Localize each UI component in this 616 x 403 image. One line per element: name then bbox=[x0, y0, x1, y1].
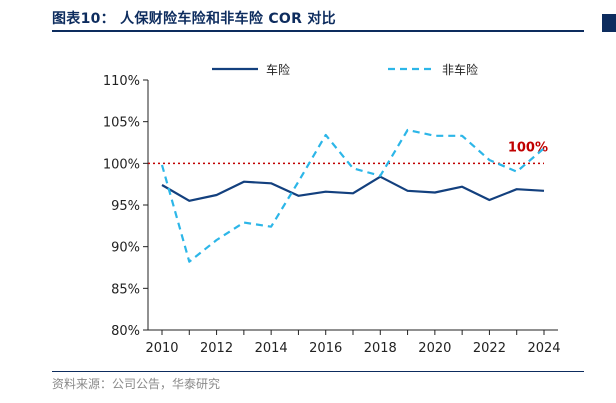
y-tick-label: 95% bbox=[111, 199, 140, 214]
reference-layer: 100% bbox=[148, 140, 548, 165]
legend: 车险 非车险 bbox=[212, 62, 478, 77]
reference-line-label: 100% bbox=[508, 140, 548, 155]
y-tick-label: 110% bbox=[103, 74, 140, 89]
x-tick-label: 2020 bbox=[418, 341, 451, 356]
legend-label-auto: 车险 bbox=[266, 62, 290, 77]
y-tick-label: 80% bbox=[111, 324, 140, 339]
x-tick-label: 2016 bbox=[309, 341, 342, 356]
x-tick-label: 2010 bbox=[145, 341, 178, 356]
title-bar: 图表10： 人保财险车险和非车险 COR 对比 bbox=[0, 0, 584, 32]
source-rule bbox=[52, 371, 584, 372]
adjacent-text-fragment bbox=[605, 378, 616, 392]
y-tick-label: 85% bbox=[111, 282, 140, 297]
title-rule bbox=[52, 30, 584, 32]
series-line-non-auto bbox=[160, 128, 545, 263]
y-tick-label: 105% bbox=[103, 116, 140, 131]
legend-label-non-auto: 非车险 bbox=[442, 62, 478, 77]
axes-layer: 80% 85% 90% 95% 100% 105% 110% 2010 2012 2014 2016… bbox=[103, 74, 561, 356]
x-tick-label: 2024 bbox=[527, 341, 560, 356]
x-tick-label: 2014 bbox=[255, 341, 288, 356]
x-tick-label: 2022 bbox=[473, 341, 506, 356]
x-tick-label: 2018 bbox=[364, 341, 397, 356]
series-line-auto bbox=[161, 175, 545, 202]
source-note: 资料来源：公司公告，华泰研究 bbox=[52, 377, 221, 391]
y-tick-label: 90% bbox=[111, 241, 140, 256]
y-tick-label: 100% bbox=[103, 157, 140, 172]
figure-title: 图表10： 人保财险车险和非车险 COR 对比 bbox=[52, 11, 336, 27]
x-tick-label: 2012 bbox=[200, 341, 233, 356]
adjacent-panel-fragment bbox=[602, 14, 616, 32]
series-layer bbox=[160, 128, 545, 263]
